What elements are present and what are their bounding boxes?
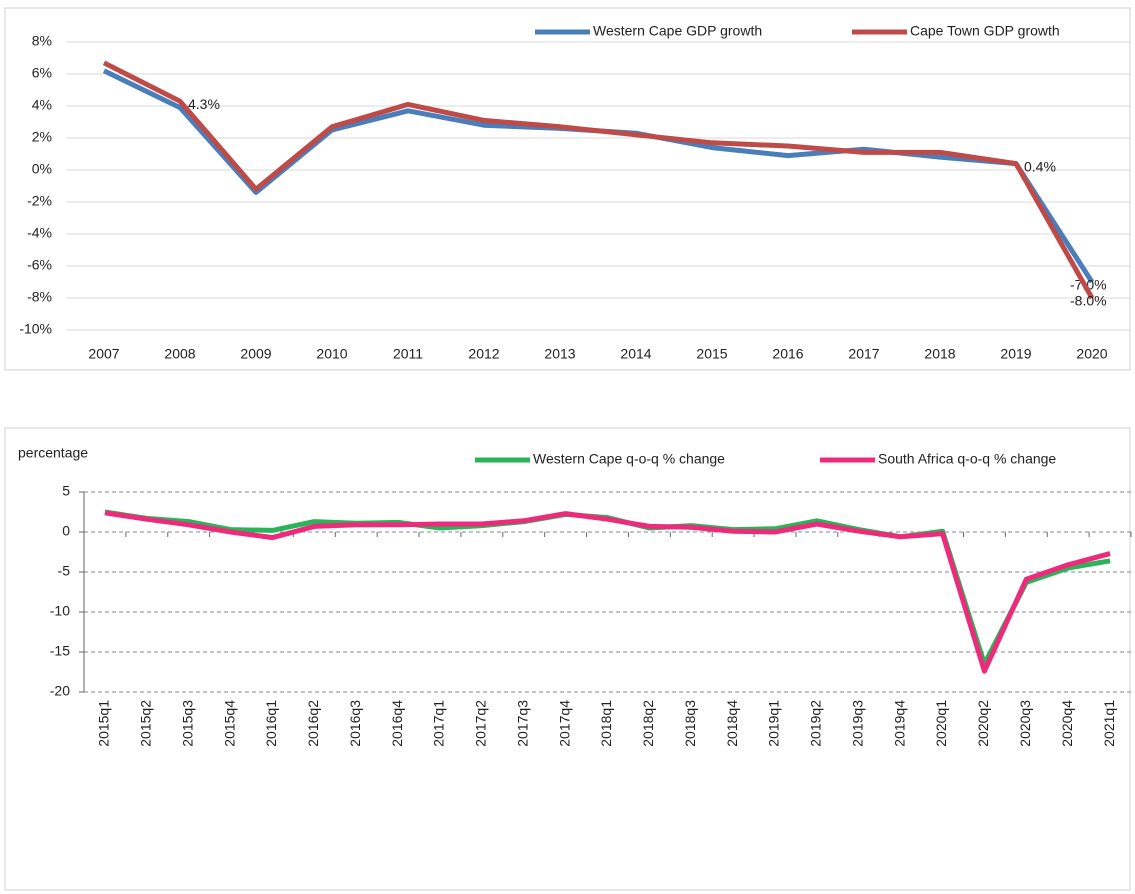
x-tick-label: 2019q1 — [766, 700, 782, 747]
x-tick-label: 2016q4 — [389, 700, 405, 747]
x-tick-label: 2015q3 — [179, 700, 195, 747]
x-tick-label: 2019q2 — [808, 700, 824, 747]
x-tick-label: 2020q3 — [1017, 700, 1033, 747]
data-line — [104, 510, 1111, 674]
x-tick-label: 2020q4 — [1059, 700, 1075, 747]
x-tick-label: 2021q1 — [1101, 700, 1117, 747]
y-tick-label: 5 — [62, 483, 70, 499]
x-tick-label: 2018 — [924, 346, 955, 362]
x-tick-label: 2013 — [544, 346, 575, 362]
x-tick-label: 2014 — [620, 346, 651, 362]
x-tick-label: 2019q3 — [849, 700, 865, 747]
x-tick-label: 2012 — [468, 346, 499, 362]
x-tick-label: 2020q1 — [933, 700, 949, 747]
x-tick-label: 2015 — [696, 346, 727, 362]
legend-label: South Africa q-o-q % change — [878, 451, 1056, 467]
data-label: -7.0% — [1070, 277, 1107, 293]
data-line — [102, 60, 1095, 300]
x-tick-label: 2017 — [848, 346, 879, 362]
y-axis-label: percentage — [18, 445, 88, 461]
x-tick-label: 2009 — [240, 346, 271, 362]
y-tick-label: 0% — [32, 161, 52, 177]
y-tick-label: -8% — [27, 289, 52, 305]
y-tick-label: -6% — [27, 257, 52, 273]
x-tick-label: 2018q3 — [682, 700, 698, 747]
data-label: -8.0% — [1070, 293, 1107, 309]
legend-label: Western Cape q-o-q % change — [533, 451, 725, 467]
y-tick-label: 0 — [62, 523, 70, 539]
y-tick-label: -4% — [27, 225, 52, 241]
x-tick-label: 2018q1 — [598, 700, 614, 747]
x-tick-label: 2020q2 — [975, 700, 991, 747]
x-tick-label: 2016q1 — [263, 700, 279, 747]
x-tick-label: 2017q2 — [473, 700, 489, 747]
y-tick-label: 8% — [32, 33, 52, 49]
y-tick-label: -15 — [50, 643, 70, 659]
y-tick-label: 4% — [32, 97, 52, 113]
x-tick-label: 2015q4 — [221, 700, 237, 747]
y-tick-label: -10% — [19, 321, 52, 337]
x-tick-label: 2020 — [1076, 346, 1107, 362]
x-tick-label: 2016 — [772, 346, 803, 362]
x-tick-label: 2011 — [393, 346, 423, 362]
x-tick-label: 2015q2 — [138, 700, 154, 747]
chart-frame — [4, 7, 1131, 371]
data-label: 4.3% — [188, 96, 220, 112]
x-tick-label: 2017q4 — [556, 700, 572, 747]
data-line — [102, 68, 1095, 284]
x-tick-label: 2016q3 — [347, 700, 363, 747]
x-tick-label: 2018q4 — [724, 700, 740, 747]
x-tick-label: 2007 — [88, 346, 119, 362]
x-tick-label: 2019 — [1000, 346, 1031, 362]
x-tick-label: 2017q3 — [514, 700, 530, 747]
y-tick-label: -20 — [50, 683, 70, 699]
chart-frame — [4, 427, 1131, 891]
legend-label: Cape Town GDP growth — [910, 23, 1060, 39]
y-tick-label: 6% — [32, 65, 52, 81]
x-tick-label: 2010 — [316, 346, 347, 362]
x-tick-label: 2015q1 — [96, 700, 112, 747]
x-tick-label: 2016q2 — [305, 700, 321, 747]
x-tick-label: 2019q4 — [891, 700, 907, 747]
x-tick-label: 2017q1 — [431, 700, 447, 747]
x-tick-label: 2008 — [164, 346, 195, 362]
y-tick-label: 2% — [32, 129, 52, 145]
data-label: 0.4% — [1024, 158, 1056, 174]
y-tick-label: -5 — [58, 563, 71, 579]
legend-label: Western Cape GDP growth — [593, 23, 762, 39]
x-tick-label: 2018q2 — [640, 700, 656, 747]
y-tick-label: -2% — [27, 193, 52, 209]
y-tick-label: -10 — [50, 603, 70, 619]
